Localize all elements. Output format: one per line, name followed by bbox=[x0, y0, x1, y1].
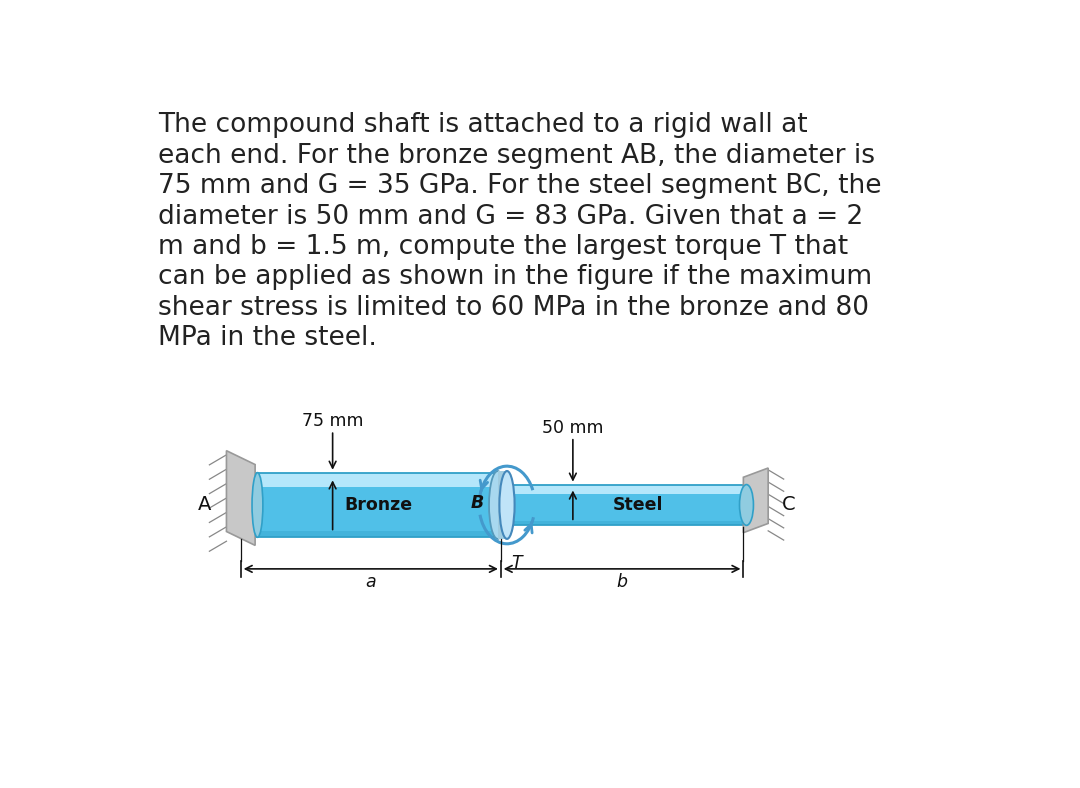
Text: a: a bbox=[365, 573, 376, 591]
Text: B: B bbox=[471, 493, 484, 511]
Text: 50 mm: 50 mm bbox=[542, 419, 604, 437]
Text: The compound shaft is attached to a rigid wall at: The compound shaft is attached to a rigi… bbox=[159, 112, 808, 138]
Text: m and b = 1.5 m, compute the largest torque T that: m and b = 1.5 m, compute the largest tor… bbox=[159, 234, 849, 260]
Text: 75 mm: 75 mm bbox=[302, 412, 363, 430]
Text: C: C bbox=[782, 496, 796, 515]
Text: b: b bbox=[617, 573, 627, 591]
Ellipse shape bbox=[740, 485, 754, 526]
Text: Bronze: Bronze bbox=[343, 496, 413, 514]
Ellipse shape bbox=[489, 471, 507, 539]
Text: T: T bbox=[512, 554, 523, 572]
Text: A: A bbox=[198, 496, 211, 515]
Polygon shape bbox=[255, 531, 501, 537]
Text: diameter is 50 mm and G = 83 GPa. Given that a = 2: diameter is 50 mm and G = 83 GPa. Given … bbox=[159, 203, 864, 229]
Polygon shape bbox=[501, 485, 743, 494]
Polygon shape bbox=[743, 468, 768, 533]
Text: can be applied as shown in the figure if the maximum: can be applied as shown in the figure if… bbox=[159, 264, 873, 290]
Text: shear stress is limited to 60 MPa in the bronze and 80: shear stress is limited to 60 MPa in the… bbox=[159, 295, 869, 321]
Polygon shape bbox=[255, 473, 501, 537]
Text: 75 mm and G = 35 GPa. For the steel segment BC, the: 75 mm and G = 35 GPa. For the steel segm… bbox=[159, 173, 881, 199]
Text: Steel: Steel bbox=[612, 496, 663, 514]
Polygon shape bbox=[501, 522, 743, 526]
Text: each end. For the bronze segment AB, the diameter is: each end. For the bronze segment AB, the… bbox=[159, 143, 875, 169]
Polygon shape bbox=[227, 451, 255, 545]
Polygon shape bbox=[498, 471, 509, 539]
Polygon shape bbox=[501, 485, 743, 526]
Ellipse shape bbox=[252, 473, 262, 537]
Ellipse shape bbox=[499, 471, 514, 539]
Polygon shape bbox=[255, 473, 501, 487]
Text: MPa in the steel.: MPa in the steel. bbox=[159, 325, 377, 351]
